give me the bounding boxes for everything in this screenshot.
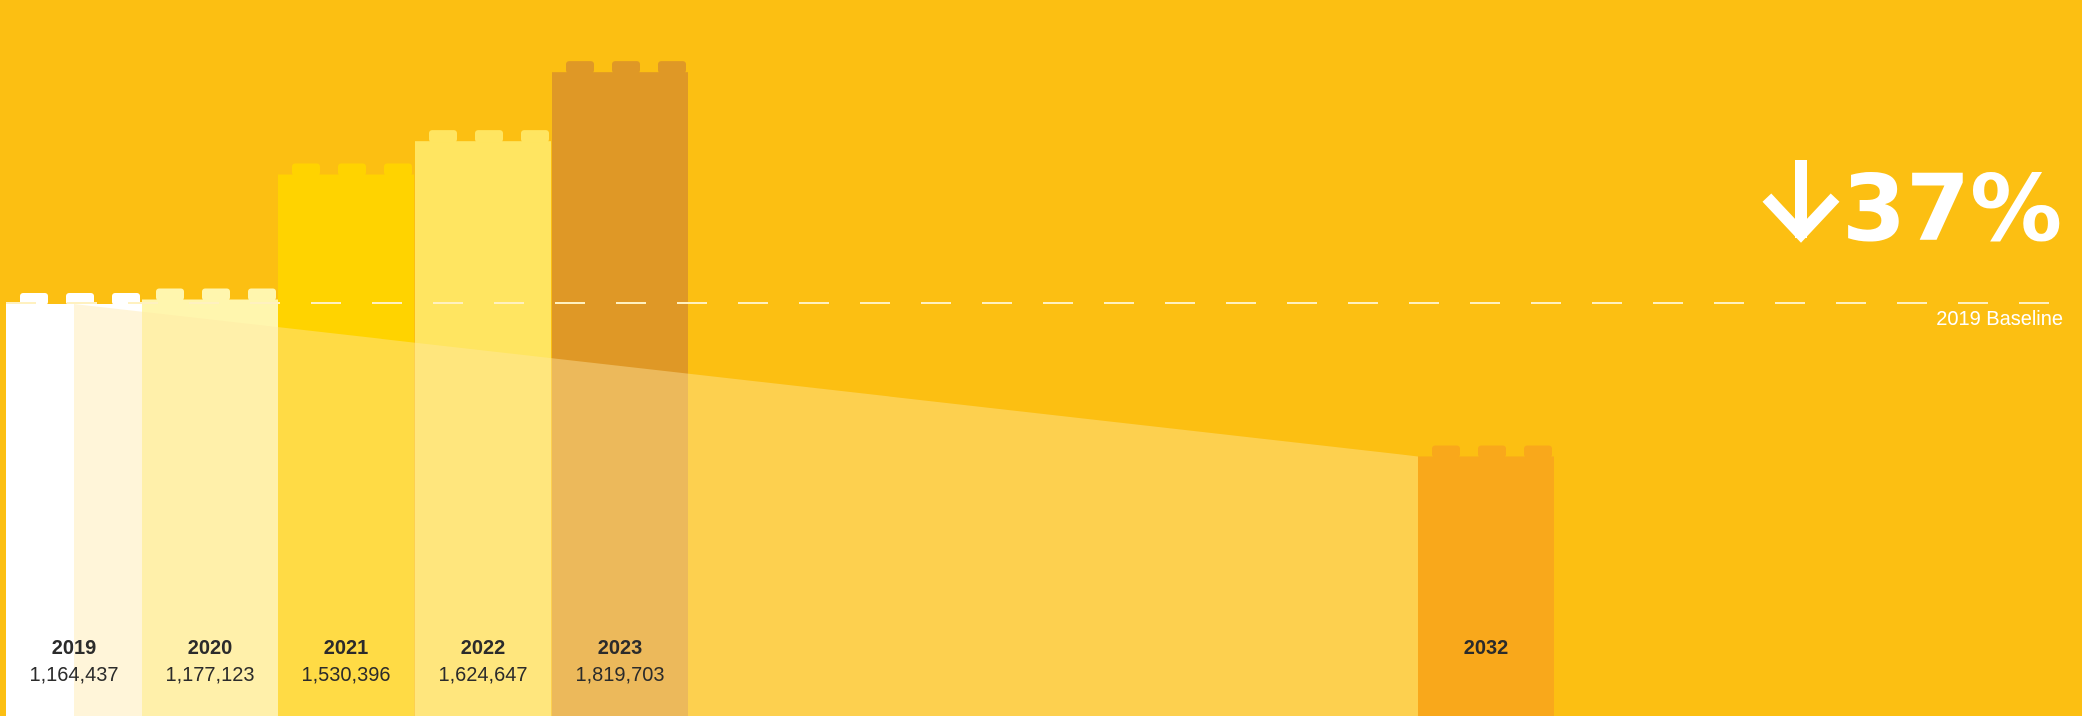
bar-stud-2021-2 — [338, 163, 366, 176]
bar-year-label: 2022 — [461, 637, 506, 659]
bar-stud-2020-2 — [202, 288, 230, 301]
bar-stud-2020-1 — [156, 288, 184, 301]
bar-year-label: 2032 — [1464, 637, 1509, 659]
bar-value-label: 1,530,396 — [302, 664, 391, 686]
bar-stud-2032-1 — [1432, 445, 1460, 458]
bar-value-label: 1,819,703 — [576, 664, 665, 686]
bar-stud-2022-3 — [521, 130, 549, 143]
bar-year-label: 2020 — [188, 637, 233, 659]
bar-body-2021 — [278, 174, 414, 716]
bar-stud-2022-1 — [429, 130, 457, 143]
bar-body-2032 — [1418, 456, 1554, 716]
bar-stud-2032-3 — [1524, 445, 1552, 458]
bar-2019 — [6, 293, 142, 716]
bar-stud-2022-2 — [475, 130, 503, 143]
bar-stud-2032-2 — [1478, 445, 1506, 458]
bar-body-2023 — [552, 72, 688, 716]
bar-2022 — [415, 130, 551, 716]
bar-value-label: 1,624,647 — [439, 664, 528, 686]
bar-stud-2020-3 — [248, 288, 276, 301]
bar-2020 — [142, 288, 278, 716]
bar-value-label: 1,177,123 — [166, 664, 255, 686]
bar-stud-2023-3 — [658, 61, 686, 74]
reduction-trend-area — [74, 304, 1418, 716]
arrow-down-icon — [1762, 160, 1840, 243]
bar-stud-2021-1 — [292, 163, 320, 176]
bar-stud-2021-3 — [384, 163, 412, 176]
bars-layer — [6, 61, 1554, 716]
bar-year-label: 2023 — [598, 637, 643, 659]
bar-body-2019 — [6, 304, 142, 716]
headline-percentage: 37% — [1842, 155, 2062, 262]
headline-group: 37% — [1762, 155, 2062, 262]
bar-value-label: 1,164,437 — [30, 664, 119, 686]
bar-body-2022 — [415, 141, 551, 716]
bar-2032 — [1418, 445, 1554, 716]
bar-year-label: 2021 — [324, 637, 369, 659]
labels-layer: 2019 1,164,437 2020 1,177,123 2021 1,530,396 2… — [30, 637, 1509, 686]
bar-year-label: 2019 — [52, 637, 97, 659]
bar-2023 — [552, 61, 688, 716]
bar-2021 — [278, 163, 414, 716]
bar-body-2020 — [142, 299, 278, 716]
baseline-label: 2019 Baseline — [1936, 308, 2063, 330]
bar-stud-2023-2 — [612, 61, 640, 74]
bar-stud-2023-1 — [566, 61, 594, 74]
